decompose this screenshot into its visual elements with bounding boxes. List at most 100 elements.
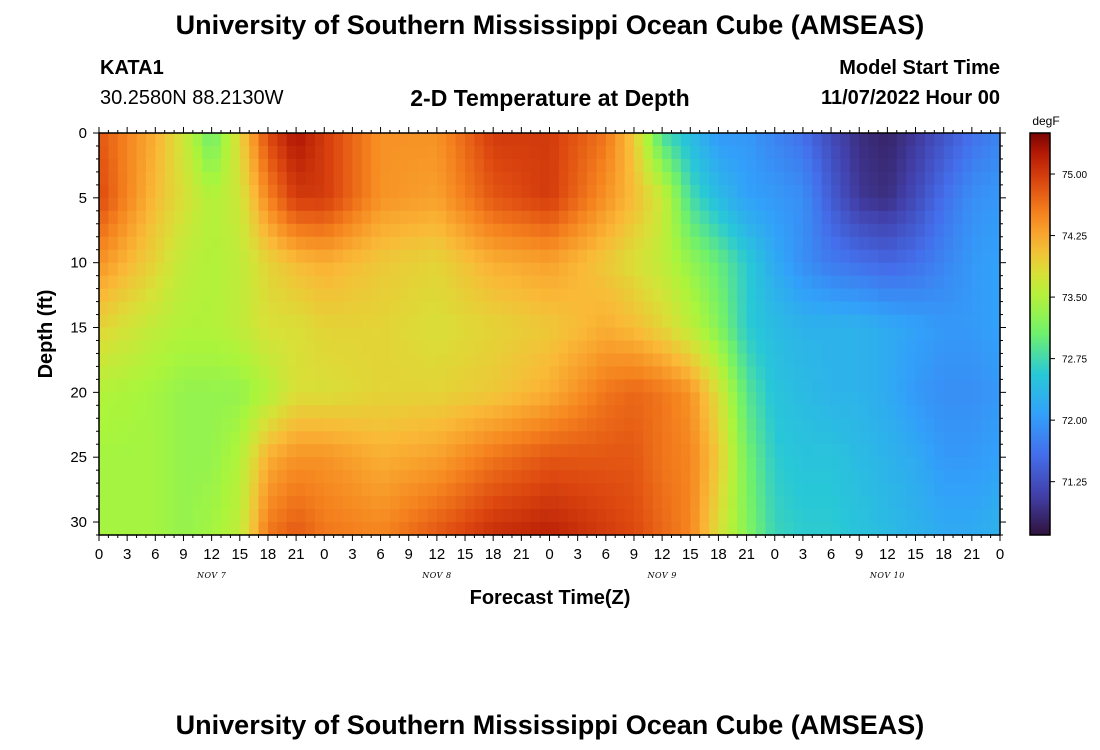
- heatmap-cell: [962, 210, 973, 225]
- heatmap-cell: [784, 405, 795, 419]
- heatmap-cell: [446, 236, 457, 251]
- heatmap-cell: [746, 158, 757, 173]
- heatmap-cell: [399, 249, 410, 264]
- heatmap-cell: [221, 184, 231, 199]
- heatmap-cell: [465, 444, 476, 458]
- heatmap-cell: [877, 236, 888, 251]
- heatmap-cell: [624, 340, 635, 355]
- heatmap-cell: [774, 171, 785, 186]
- heatmap-cell: [324, 431, 335, 445]
- heatmap-cell: [418, 366, 429, 380]
- heatmap-cell: [296, 145, 307, 160]
- heatmap-cell: [324, 210, 335, 225]
- heatmap-cell: [971, 262, 982, 277]
- heatmap-cell: [633, 197, 644, 212]
- heatmap-cell: [483, 418, 494, 432]
- heatmap-cell: [155, 509, 166, 523]
- heatmap-cell: [887, 210, 898, 225]
- heatmap-cell: [633, 262, 644, 277]
- heatmap-cell: [267, 288, 278, 303]
- heatmap-cell: [671, 171, 682, 186]
- heatmap-cell: [605, 158, 616, 173]
- heatmap-cell: [652, 509, 663, 523]
- heatmap-cell: [718, 197, 729, 212]
- heatmap-cell: [633, 223, 644, 238]
- heatmap-cell: [615, 392, 626, 406]
- heatmap-cell: [314, 275, 325, 290]
- heatmap-cell: [239, 262, 250, 277]
- heatmap-cell: [577, 327, 588, 342]
- heatmap-cell: [859, 418, 870, 432]
- heatmap-cell: [108, 223, 119, 238]
- heatmap-cell: [474, 288, 485, 303]
- heatmap-cell: [774, 197, 785, 212]
- heatmap-cell: [596, 236, 607, 251]
- heatmap-cell: [812, 340, 823, 355]
- heatmap-cell: [202, 431, 213, 445]
- heatmap-cell: [953, 184, 964, 199]
- heatmap-cell: [671, 275, 682, 290]
- heatmap-cell: [455, 340, 466, 355]
- heatmap-cell: [127, 509, 138, 523]
- heatmap-cell: [784, 496, 795, 510]
- heatmap-cell: [812, 509, 823, 523]
- x-tick-label: 18: [485, 546, 502, 563]
- heatmap-cell: [765, 444, 776, 458]
- heatmap-cell: [821, 483, 832, 497]
- heatmap-cell: [418, 470, 429, 484]
- heatmap-cell: [784, 236, 795, 251]
- heatmap-cell: [117, 444, 128, 458]
- heatmap-cell: [981, 509, 992, 523]
- heatmap-cell: [389, 366, 400, 380]
- heatmap-cell: [887, 133, 898, 147]
- heatmap-cell: [465, 509, 476, 523]
- heatmap-cell: [812, 145, 823, 160]
- heatmap-cell: [840, 457, 851, 471]
- heatmap-cell: [136, 392, 147, 406]
- heatmap-cell: [971, 314, 982, 329]
- heatmap-cell: [868, 210, 879, 225]
- heatmap-cell: [877, 509, 888, 523]
- heatmap-cell: [709, 262, 720, 277]
- heatmap-cell: [990, 223, 1001, 238]
- heatmap-cell: [455, 184, 466, 199]
- heatmap-cell: [802, 158, 813, 173]
- heatmap-cell: [117, 236, 128, 251]
- heatmap-cell: [108, 366, 119, 380]
- heatmap-cell: [221, 379, 231, 393]
- heatmap-cell: [962, 392, 973, 406]
- heatmap-cell: [408, 340, 419, 355]
- heatmap-cell: [418, 509, 429, 523]
- heatmap-cell: [446, 171, 457, 186]
- heatmap-cell: [802, 340, 813, 355]
- heatmap-cell: [755, 405, 766, 419]
- heatmap-cell: [174, 431, 185, 445]
- heatmap-cell: [746, 353, 757, 368]
- heatmap-cell: [596, 223, 607, 238]
- heatmap-cell: [915, 184, 926, 199]
- heatmap-cell: [774, 249, 785, 264]
- heatmap-cell: [709, 340, 720, 355]
- heatmap-cell: [389, 133, 400, 147]
- heatmap-cell: [511, 236, 522, 251]
- heatmap-cell: [380, 171, 391, 186]
- heatmap-cell: [239, 133, 250, 147]
- heatmap-cell: [737, 379, 748, 393]
- heatmap-cell: [371, 301, 382, 316]
- heatmap-cell: [108, 405, 119, 419]
- heatmap-cell: [934, 340, 945, 355]
- heatmap-cell: [558, 327, 569, 342]
- heatmap-cell: [314, 340, 325, 355]
- heatmap-cell: [155, 236, 166, 251]
- heatmap-cell: [371, 444, 382, 458]
- heatmap-cell: [868, 223, 879, 238]
- heatmap-cell: [887, 353, 898, 368]
- heatmap-cell: [192, 418, 203, 432]
- heatmap-cell: [615, 288, 626, 303]
- heatmap-cell: [624, 145, 635, 160]
- heatmap-cell: [511, 249, 522, 264]
- heatmap-cell: [239, 288, 250, 303]
- heatmap-cell: [915, 366, 926, 380]
- heatmap-cell: [558, 184, 569, 199]
- heatmap-cell: [267, 275, 278, 290]
